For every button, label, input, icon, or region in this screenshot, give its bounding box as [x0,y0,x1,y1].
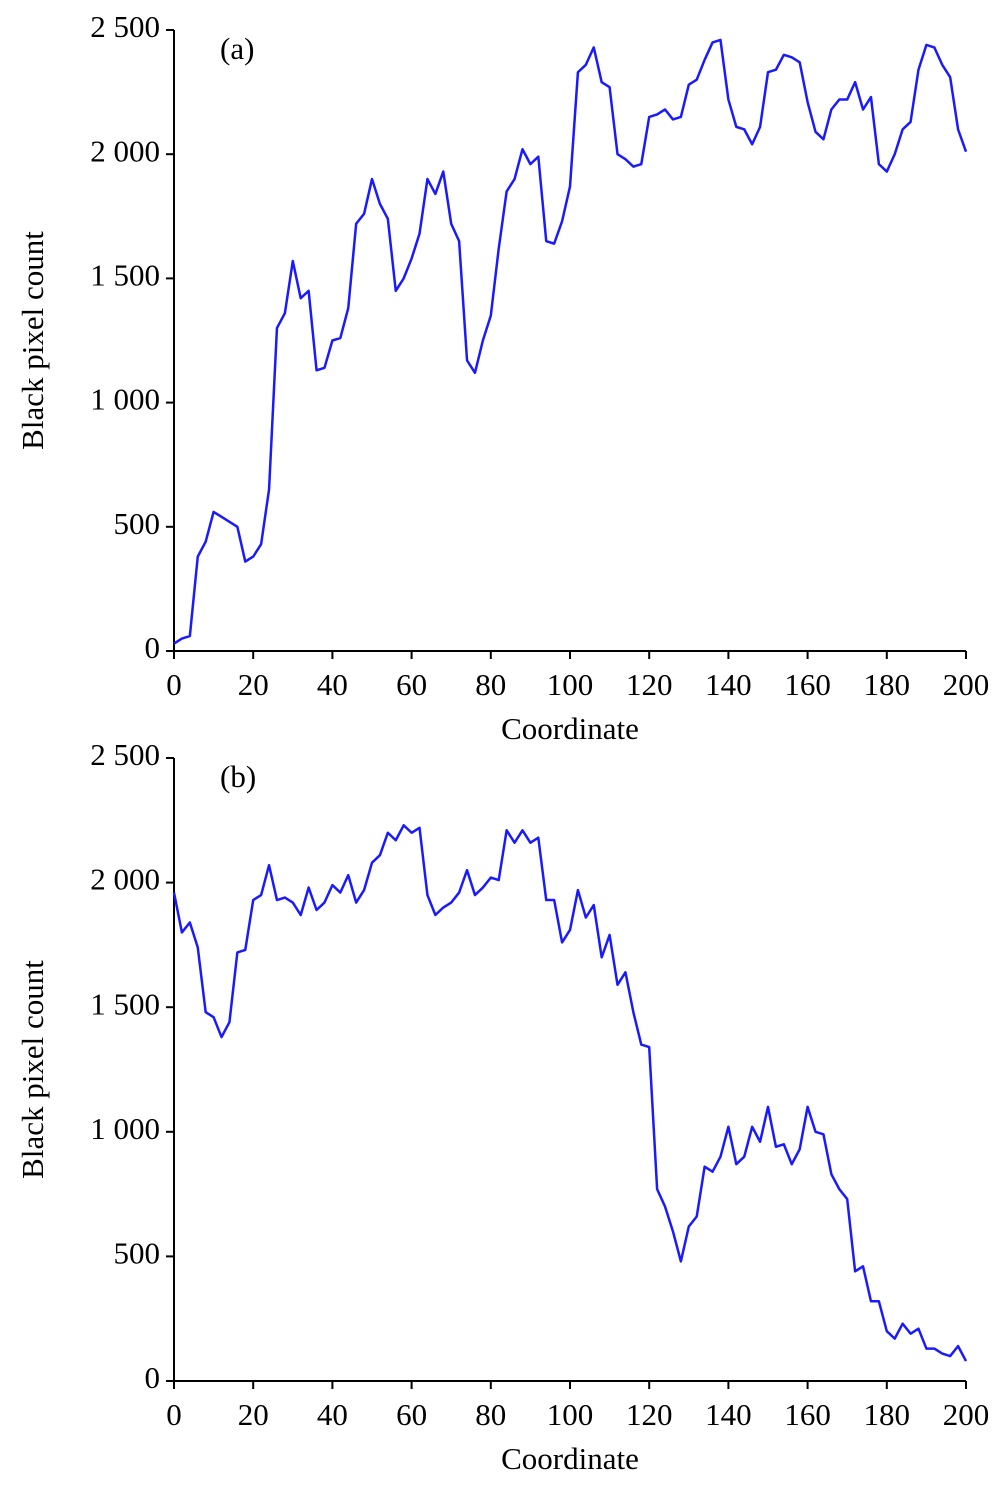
x-tick-label: 160 [784,667,831,702]
x-tick-label: 40 [317,1397,348,1432]
x-tick-label: 200 [943,1397,990,1432]
y-tick-label: 1 000 [90,382,160,417]
x-tick-label: 80 [475,667,506,702]
x-tick-label: 40 [317,667,348,702]
y-tick-label: 500 [114,506,161,541]
x-tick-label: 0 [166,667,182,702]
x-axis-label: Coordinate [501,1441,639,1476]
x-tick-label: 20 [238,1397,269,1432]
y-tick-label: 0 [145,630,161,665]
x-axis-label: Coordinate [501,711,639,746]
y-tick-label: 1 500 [90,258,160,293]
x-tick-label: 120 [626,1397,673,1432]
y-tick-label: 1 500 [90,986,160,1021]
y-tick-label: 1 000 [90,1111,160,1146]
y-tick-label: 0 [145,1360,161,1395]
x-tick-label: 140 [705,1397,752,1432]
data-line [173,38,968,645]
x-tick-label: 160 [784,1397,831,1432]
panel-label: (b) [220,759,256,794]
panel-label: (a) [220,31,254,66]
data-line [172,824,968,1362]
x-tick-label: 80 [475,1397,506,1432]
y-tick-label: 2 000 [90,862,160,897]
x-tick-label: 60 [396,667,427,702]
x-tick-label: 180 [864,1397,911,1432]
x-tick-label: 120 [626,667,673,702]
y-tick-label: 2 500 [90,9,160,44]
y-tick-label: 2 500 [90,737,160,772]
x-tick-label: 20 [238,667,269,702]
x-tick-label: 100 [547,1397,594,1432]
y-tick-label: 2 000 [90,133,160,168]
x-tick-label: 60 [396,1397,427,1432]
x-tick-label: 180 [864,667,911,702]
x-tick-label: 100 [547,667,594,702]
y-axis-label: Black pixel count [15,231,50,450]
x-tick-label: 140 [705,667,752,702]
x-tick-label: 0 [166,1397,182,1432]
y-tick-label: 500 [114,1236,161,1271]
x-tick-label: 200 [943,667,990,702]
y-axis-label: Black pixel count [15,960,50,1179]
